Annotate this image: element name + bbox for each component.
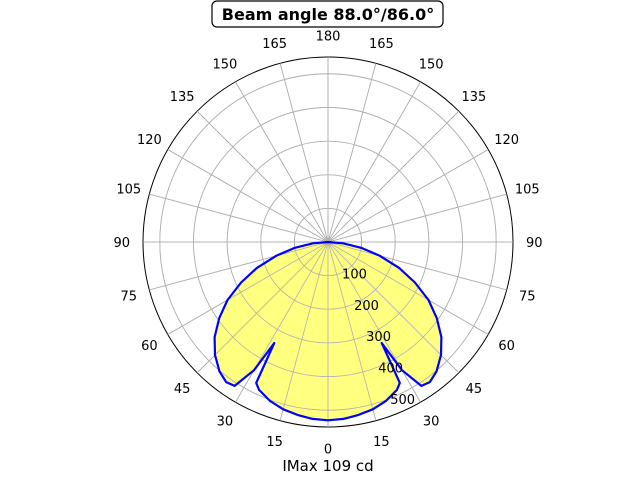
- intensity-line: [213, 240, 443, 422]
- tick-labels: 0 15 30 45 60 75 90 105 120 135 150 165 180 165 150 135…: [113, 30, 542, 458]
- angle-tick-label: 90: [526, 236, 543, 251]
- angular-gridline-overlay: [279, 63, 329, 243]
- angle-tick-label: 60: [498, 339, 515, 354]
- angle-tick-label: 75: [519, 289, 536, 304]
- angle-tick-label: 135: [170, 90, 195, 105]
- angle-tick-label: 90: [113, 236, 130, 251]
- angular-gridline-overlay: [149, 193, 329, 243]
- angle-tick-label: 0: [324, 442, 332, 457]
- angular-gridline-overlay: [327, 81, 421, 243]
- angular-gridline-overlay: [327, 149, 489, 243]
- angular-gridline-overlay: [327, 241, 377, 421]
- angular-gridline-overlay: [327, 241, 460, 374]
- chart-title-box: Beam angle 88.0°/86.0°: [211, 0, 444, 28]
- angular-gridline-overlay: [327, 241, 421, 403]
- angle-tick-label: 120: [494, 133, 519, 148]
- angular-gridline-overlay: [327, 193, 507, 243]
- angular-gridline-overlay: [167, 149, 329, 243]
- intensity-curve-layer: [143, 57, 513, 427]
- angle-tick-label: 30: [423, 415, 440, 430]
- radial-tick-label: 400: [378, 362, 403, 377]
- angular-gridline-overlay: [327, 110, 460, 243]
- radial-tick-label: 100: [342, 267, 367, 282]
- angle-tick-label: 45: [174, 382, 191, 397]
- angle-tick-label: 105: [515, 183, 540, 198]
- angular-gridline-overlay: [167, 241, 329, 335]
- angle-tick-label: 120: [137, 133, 162, 148]
- chart-title: Beam angle 88.0°/86.0°: [222, 5, 434, 24]
- angle-tick-label: 180: [316, 30, 341, 45]
- angle-tick-label: 150: [419, 57, 444, 72]
- radial-tick-label: 200: [354, 299, 379, 314]
- angle-tick-label: 75: [120, 289, 137, 304]
- angle-tick-label: 15: [266, 435, 283, 450]
- angle-tick-label: 60: [141, 339, 158, 354]
- angle-tick-label: 15: [373, 435, 390, 450]
- angular-gridline-overlay: [149, 241, 329, 291]
- radial-tick-label: 300: [366, 330, 391, 345]
- angular-gridline-overlay: [327, 241, 489, 335]
- angular-gridline-overlay: [196, 110, 329, 243]
- angular-gridline-overlay: [235, 241, 329, 403]
- angle-tick-label: 45: [466, 382, 483, 397]
- x-axis-label: IMax 109 cd: [282, 457, 373, 475]
- angle-tick-label: 30: [217, 415, 234, 430]
- angle-tick-label: 165: [369, 37, 394, 52]
- angular-gridline-overlay: [196, 241, 329, 374]
- angle-tick-label: 135: [461, 90, 486, 105]
- angular-gridline-overlay: [327, 63, 377, 243]
- angular-gridline-overlay: [327, 241, 507, 291]
- angular-gridline-overlay: [279, 241, 329, 421]
- angle-tick-label: 150: [212, 57, 237, 72]
- angular-gridline-overlay: [235, 81, 329, 243]
- angle-tick-label: 165: [262, 37, 287, 52]
- angle-tick-label: 105: [116, 183, 141, 198]
- title-box-frame: [211, 0, 444, 28]
- radial-tick-label: 500: [390, 393, 415, 408]
